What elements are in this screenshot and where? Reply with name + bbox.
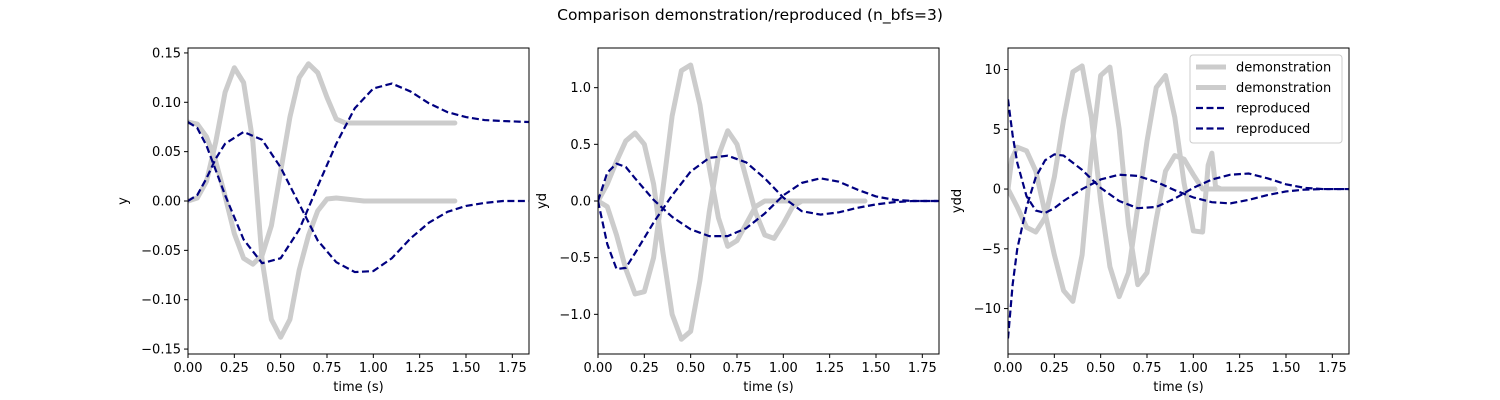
y-tick-label: −0.05 (141, 244, 181, 259)
x-axis-label: time (s) (743, 380, 793, 395)
x-tick-label: 1.50 (452, 361, 481, 376)
y-tick-label: 10 (984, 63, 1001, 78)
x-tick-label: 0.00 (994, 361, 1023, 376)
reproduced-line-4 (1008, 99, 1349, 215)
demonstration-line-2 (598, 62, 868, 297)
y-tick-label: 0.00 (152, 195, 181, 210)
x-tick-label: 1.00 (1179, 361, 1208, 376)
y-tick-label: −1.0 (559, 308, 591, 323)
x-tick-label: 0.50 (676, 361, 705, 376)
y-tick-label: 1.0 (570, 81, 591, 96)
x-tick-label: 1.25 (405, 361, 434, 376)
y-tick-label: 0.10 (152, 96, 181, 111)
legend: demonstration demonstration reproduced repr… (1189, 54, 1343, 144)
demonstration-line-2 (188, 65, 458, 340)
panels: 0.00 0.25 0.50 0.75 1.00 1.25 1.50 1.75−0.15−0.… (116, 46, 1350, 395)
reproduced-line-3 (188, 82, 529, 265)
y-tick-label: −0.10 (141, 293, 181, 308)
figure-title: Comparison demonstration/reproduced (n_b… (557, 6, 943, 25)
plot-frame (1007, 47, 1350, 355)
x-tick-label: 0.50 (1086, 361, 1115, 376)
x-tick-label: 1.75 (908, 361, 937, 376)
y-tick-label: 0.15 (152, 46, 181, 61)
y-axis-label: ydd (950, 189, 965, 213)
y-tick-label: 0.0 (570, 195, 591, 210)
reproduced-line-3 (1008, 153, 1349, 339)
demonstration-line-1 (188, 61, 458, 267)
x-tick-label: 1.25 (1225, 361, 1254, 376)
x-axis-label: time (s) (333, 380, 383, 395)
series-group (188, 61, 529, 340)
y-axis-label: y (116, 197, 131, 205)
series-group (1008, 63, 1349, 339)
legend-box (1189, 54, 1343, 144)
x-tick-label: 0.75 (723, 361, 752, 376)
x-tick-label: 1.00 (359, 361, 388, 376)
x-tick-label: 0.75 (313, 361, 342, 376)
y-tick-label: 0.5 (570, 138, 591, 153)
reproduced-line-4 (598, 162, 939, 238)
x-tick-label: 0.00 (584, 361, 613, 376)
y-tick-label: −0.5 (559, 251, 591, 266)
x-tick-label: 1.00 (769, 361, 798, 376)
demonstration-line-2 (1008, 63, 1278, 300)
x-tick-label: 1.75 (1318, 361, 1347, 376)
y-tick-label: −10 (974, 302, 1001, 317)
x-tick-label: 0.25 (1040, 361, 1069, 376)
y-tick-label: 0.05 (152, 145, 181, 160)
x-tick-label: 1.50 (1272, 361, 1301, 376)
legend-label: demonstration (1236, 61, 1331, 76)
x-tick-label: 1.50 (862, 361, 891, 376)
x-tick-label: 0.25 (220, 361, 249, 376)
x-tick-label: 0.50 (266, 361, 295, 376)
demonstration-line-1 (1008, 64, 1278, 304)
legend-label: demonstration (1236, 81, 1331, 96)
x-tick-label: 0.00 (174, 361, 203, 376)
y-tick-label: 0 (993, 183, 1001, 198)
y-tick-label: −0.15 (141, 343, 181, 358)
y-tick-label: 5 (993, 123, 1001, 138)
x-tick-label: 1.75 (498, 361, 527, 376)
series-group (598, 62, 939, 342)
x-tick-label: 0.75 (1133, 361, 1162, 376)
legend-label: reproduced (1236, 122, 1310, 137)
chart-panel-1: 0.00 0.25 0.50 0.75 1.00 1.25 1.50 1.75 −0.15 −0.… (116, 46, 530, 395)
chart-panel-2: 0.00 0.25 0.50 0.75 1.00 1.25 1.50 1.75 −1.0 −0.5… (535, 47, 940, 395)
x-axis-label: time (s) (1153, 380, 1203, 395)
x-tick-label: 0.25 (630, 361, 659, 376)
reproduced-line-3 (598, 154, 939, 271)
y-axis-label: yd (535, 193, 550, 209)
x-tick-label: 1.25 (815, 361, 844, 376)
reproduced-line-4 (188, 130, 529, 274)
chart-panel-3: 0.00 0.25 0.50 0.75 1.00 1.25 1.50 1.75 −10 −5 0 5 1… (950, 47, 1350, 395)
legend-label: reproduced (1236, 102, 1310, 117)
y-tick-label: −5 (982, 242, 1001, 257)
